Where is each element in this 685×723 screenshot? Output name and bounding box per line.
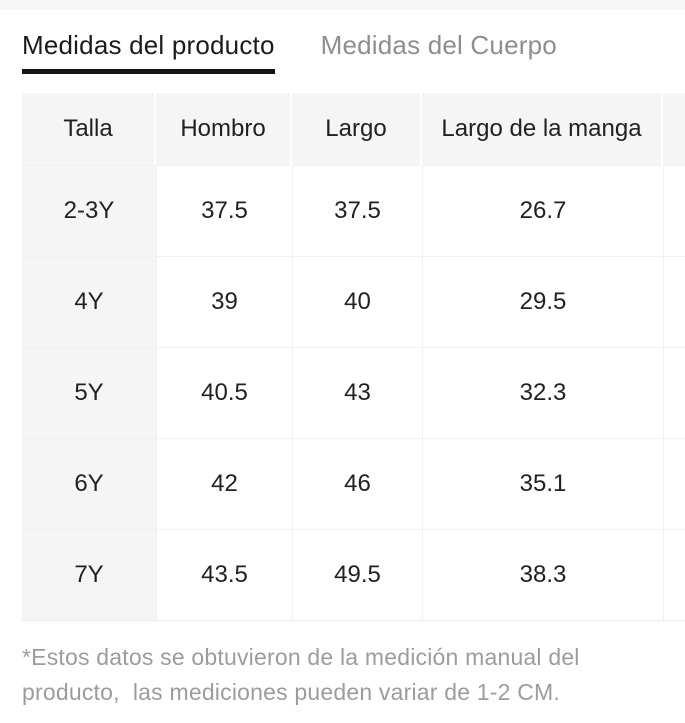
table-row: 2-3Y 37.5 37.5 26.7 <box>22 166 685 257</box>
manga-value: 35.1 <box>422 439 663 530</box>
largo-value: 43 <box>292 348 422 439</box>
size-label: 2-3Y <box>22 166 156 257</box>
cutoff-cell <box>663 530 685 621</box>
largo-value: 37.5 <box>292 166 422 257</box>
size-table-container[interactable]: Talla Hombro Largo Largo de la manga 2-3… <box>22 93 685 621</box>
manga-value: 32.3 <box>422 348 663 439</box>
hombro-value: 43.5 <box>156 530 292 621</box>
table-row: 5Y 40.5 43 32.3 <box>22 348 685 439</box>
hombro-value: 37.5 <box>156 166 292 257</box>
cutoff-cell <box>663 348 685 439</box>
tab-product-measurements[interactable]: Medidas del producto <box>22 30 275 74</box>
manga-value: 38.3 <box>422 530 663 621</box>
size-label: 7Y <box>22 530 156 621</box>
column-header-manga: Largo de la manga <box>422 93 663 166</box>
hombro-value: 42 <box>156 439 292 530</box>
largo-value: 49.5 <box>292 530 422 621</box>
size-table: Talla Hombro Largo Largo de la manga 2-3… <box>22 93 685 621</box>
cutoff-cell <box>663 257 685 348</box>
column-header-hombro: Hombro <box>156 93 292 166</box>
table-header-row: Talla Hombro Largo Largo de la manga <box>22 93 685 166</box>
column-header-talla: Talla <box>22 93 156 166</box>
column-header-largo: Largo <box>292 93 422 166</box>
table-row: 4Y 39 40 29.5 <box>22 257 685 348</box>
tab-body-measurements[interactable]: Medidas del Cuerpo <box>321 30 557 69</box>
disclaimer-line-2: producto, las mediciones pueden variar d… <box>22 679 561 705</box>
size-chart-tabs: Medidas del producto Medidas del Cuerpo <box>0 10 685 74</box>
manga-value: 26.7 <box>422 166 663 257</box>
size-label: 4Y <box>22 257 156 348</box>
measurement-disclaimer: *Estos datos se obtuvieron de la medició… <box>22 640 667 710</box>
cutoff-cell <box>663 166 685 257</box>
manga-value: 29.5 <box>422 257 663 348</box>
table-row: 6Y 42 46 35.1 <box>22 439 685 530</box>
hombro-value: 40.5 <box>156 348 292 439</box>
sheet-top-strip <box>0 0 685 10</box>
cutoff-cell <box>663 439 685 530</box>
size-label: 5Y <box>22 348 156 439</box>
column-header-cutoff <box>663 93 685 166</box>
largo-value: 46 <box>292 439 422 530</box>
size-label: 6Y <box>22 439 156 530</box>
disclaimer-line-1: *Estos datos se obtuvieron de la medició… <box>22 644 580 670</box>
table-row: 7Y 43.5 49.5 38.3 <box>22 530 685 621</box>
largo-value: 40 <box>292 257 422 348</box>
hombro-value: 39 <box>156 257 292 348</box>
